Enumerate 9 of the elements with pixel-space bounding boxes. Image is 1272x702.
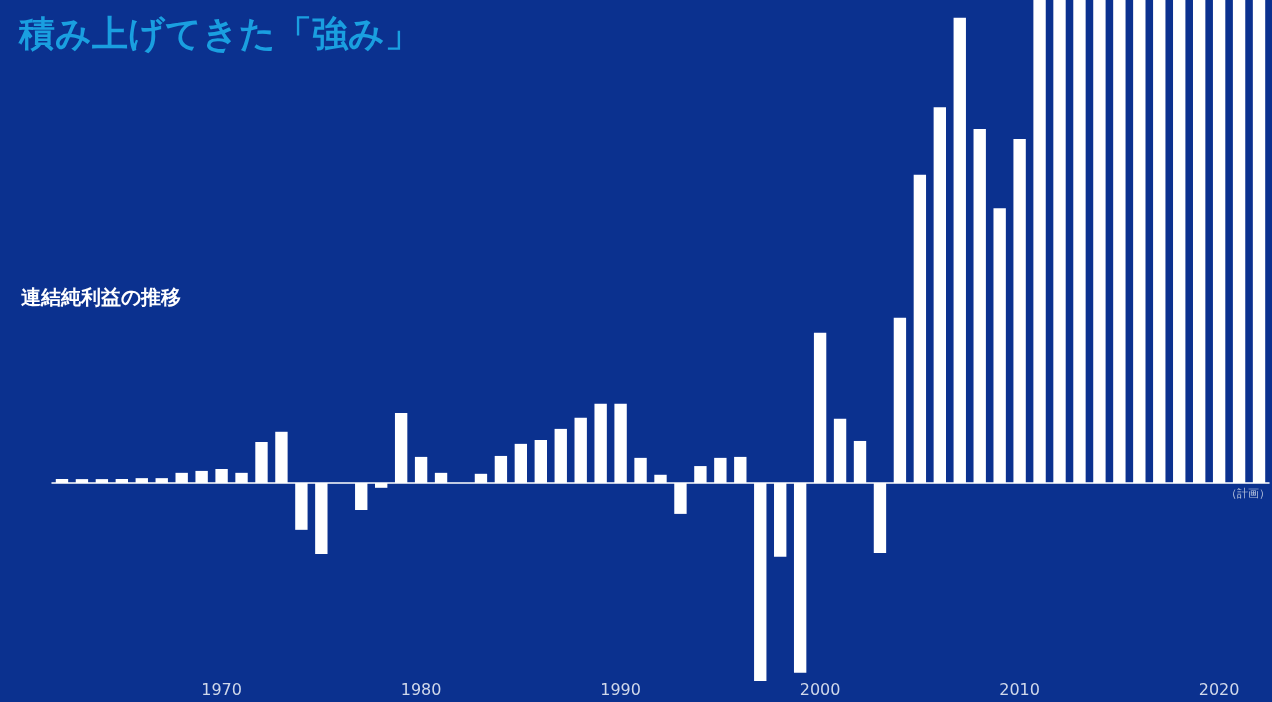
x-tick-label: 1990	[600, 679, 641, 699]
chart-title: 積み上げてきた「強み」	[18, 12, 421, 54]
x-tick-label: 2020	[1198, 679, 1240, 699]
x-tick-label: 1980	[400, 679, 442, 699]
x-tick-label: 2010	[999, 679, 1040, 699]
x-tick-label: 1970	[201, 679, 242, 699]
x-tick-label: 2000	[799, 679, 841, 699]
annotation: （計画）	[1226, 487, 1270, 500]
text: 連結純利益の推移	[21, 285, 181, 309]
